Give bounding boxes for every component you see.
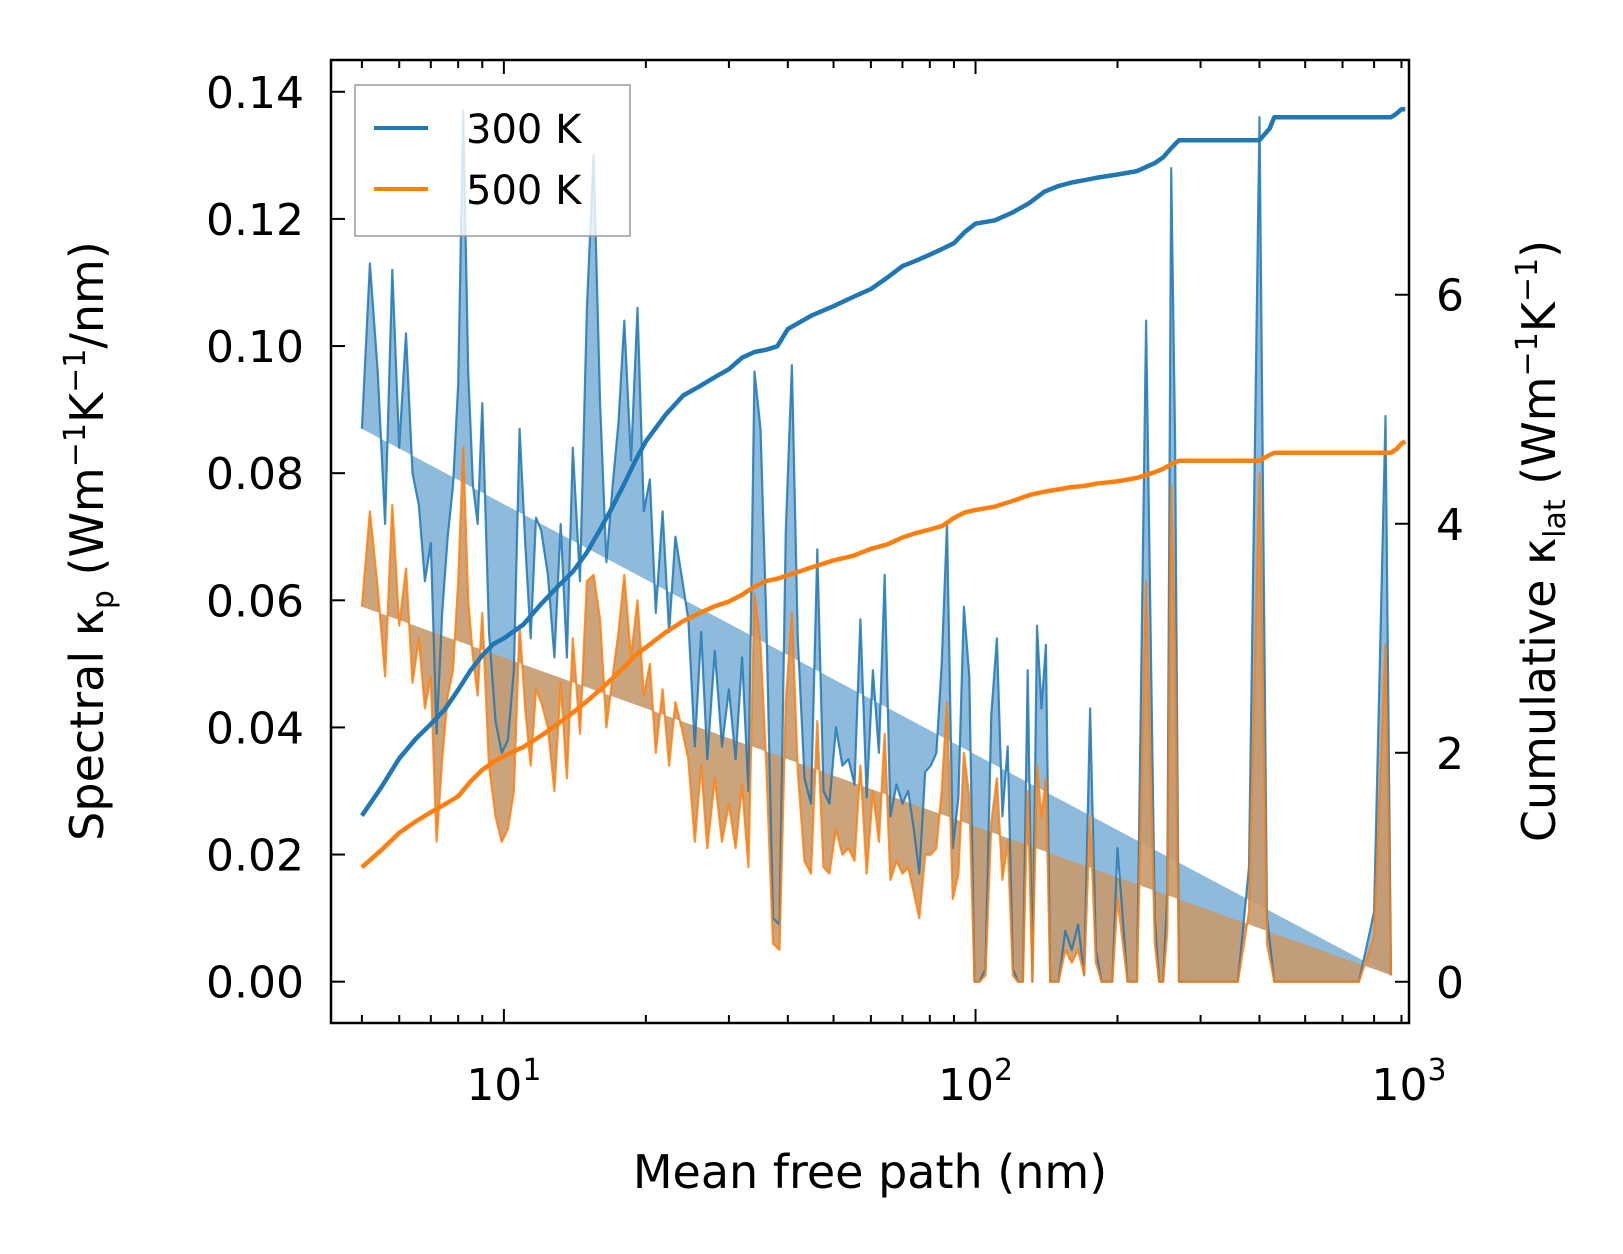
y-axis-left-ticks: 0.00 0.02 0.04 0.06 0.08 0.10 0.12 0.14 xyxy=(206,68,345,1009)
y-tick-label: 0.04 xyxy=(206,703,304,754)
y-tick-label: 0.00 xyxy=(206,958,304,1009)
legend-label-500k: 500 K xyxy=(466,168,583,214)
y2-tick-label: 4 xyxy=(1436,500,1464,551)
legend: 300 K 500 K xyxy=(354,84,631,237)
y-axis-right-ticks: 0 2 4 6 xyxy=(1395,271,1464,1009)
y-tick-label: 0.12 xyxy=(206,195,304,246)
y-axis-left-title: Spectral κp (Wm−1K−1/nm) xyxy=(58,241,121,841)
y-tick-label: 0.14 xyxy=(206,68,304,119)
y-tick-label: 0.02 xyxy=(206,831,304,882)
cumulative-line-500k xyxy=(360,439,1407,869)
x-axis-title: Mean free path (nm) xyxy=(633,1145,1107,1199)
cumulative-lines xyxy=(360,106,1407,869)
y-axis-right-title: Cumulative κlat (Wm−1K−1) xyxy=(1510,240,1573,842)
y2-tick-label: 0 xyxy=(1436,958,1464,1009)
x-axis-ticks: 101 102 103 xyxy=(360,60,1447,1111)
cumulative-line-300k xyxy=(360,106,1406,817)
x-tick-label: 101 xyxy=(466,1053,541,1111)
x-tick-label: 103 xyxy=(1371,1053,1446,1111)
y-tick-label: 0.10 xyxy=(206,322,304,373)
y2-tick-label: 6 xyxy=(1436,271,1464,322)
legend-box xyxy=(354,84,631,237)
y2-tick-label: 2 xyxy=(1436,729,1464,780)
x-tick-label: 102 xyxy=(938,1053,1013,1111)
legend-label-300k: 300 K xyxy=(466,107,583,153)
spectral-line-300k xyxy=(360,109,1393,983)
y-tick-label: 0.08 xyxy=(206,449,304,500)
y-tick-label: 0.06 xyxy=(206,576,304,627)
